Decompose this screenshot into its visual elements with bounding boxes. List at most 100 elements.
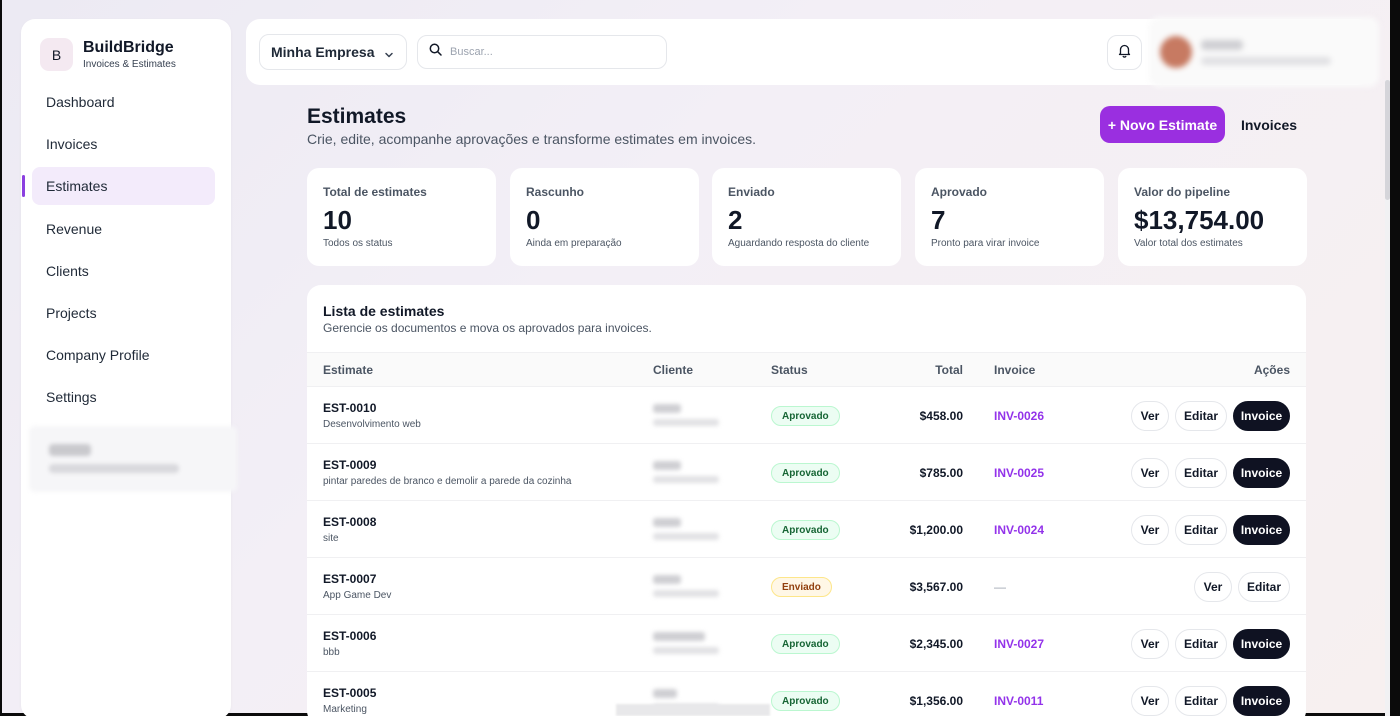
estimate-description: bbb (323, 647, 340, 658)
view-button[interactable]: Ver (1131, 401, 1169, 431)
table-row[interactable]: EST-0006 bbb Aprovado $2,345.00 INV-0027 Ver E… (307, 615, 1306, 672)
invoices-button[interactable]: Invoices (1232, 106, 1306, 143)
scrollbar-thumb[interactable] (1385, 80, 1390, 200)
stat-label: Aprovado (931, 185, 988, 199)
client-name-redacted (653, 402, 725, 432)
stat-value: $13,754.00 (1134, 205, 1265, 235)
stat-hint: Valor total dos estimates (1134, 238, 1243, 249)
stat-hint: Pronto para virar invoice (931, 238, 1040, 249)
client-name-redacted (653, 459, 725, 489)
sidebar-nav: Dashboard Invoices Estimates Revenue Clients… (22, 83, 215, 421)
search-input[interactable] (450, 46, 650, 58)
status-badge: Aprovado (771, 406, 840, 426)
estimate-number[interactable]: EST-0010 (323, 401, 377, 415)
estimate-number[interactable]: EST-0005 (323, 686, 377, 700)
stat-value: 0 (526, 205, 541, 235)
table-row[interactable]: EST-0005 Marketing Aprovado $1,356.00 INV-00… (307, 672, 1306, 716)
notifications-button[interactable] (1107, 35, 1142, 70)
row-actions: Ver Editar Invoice (1131, 401, 1290, 431)
invoice-link[interactable]: INV-0027 (994, 637, 1045, 651)
invoice-link[interactable]: INV-0011 (994, 694, 1044, 708)
sidebar-user-card-redacted (29, 426, 237, 492)
invoice-link[interactable]: INV-0025 (994, 466, 1045, 480)
sidebar-item-label: Revenue (46, 220, 103, 237)
stat-label: Total de estimates (323, 185, 427, 199)
edit-button[interactable]: Editar (1175, 515, 1227, 545)
stat-hint: Aguardando resposta do cliente (728, 238, 870, 249)
stat-card: Enviado 2 Aguardando resposta do cliente (712, 168, 901, 266)
client-name-redacted (653, 573, 725, 603)
search-box[interactable] (417, 35, 667, 69)
row-actions: Ver Editar (1194, 572, 1290, 602)
row-actions: Ver Editar Invoice (1131, 458, 1290, 488)
sidebar-item-clients[interactable]: Clients (32, 252, 215, 290)
create-invoice-button[interactable]: Invoice (1233, 401, 1290, 431)
estimate-number[interactable]: EST-0006 (323, 629, 377, 643)
user-profile-redacted[interactable] (1149, 17, 1379, 87)
create-invoice-button[interactable]: Invoice (1233, 458, 1290, 488)
table-row[interactable]: EST-0007 App Game Dev Enviado $3,567.00 — Ver… (307, 558, 1306, 615)
status-badge: Aprovado (771, 520, 840, 540)
stat-hint: Ainda em preparação (526, 238, 622, 249)
status-badge: Enviado (771, 577, 832, 597)
sidebar-item-dashboard[interactable]: Dashboard (32, 83, 215, 121)
estimate-description: App Game Dev (323, 590, 392, 601)
header-actions: Ações (1253, 363, 1290, 377)
view-button[interactable]: Ver (1131, 515, 1169, 545)
table-subtitle: Gerencie os documentos e mova os aprovad… (323, 321, 652, 335)
view-button[interactable]: Ver (1194, 572, 1232, 602)
chevron-down-icon (384, 47, 394, 63)
create-invoice-button[interactable]: Invoice (1233, 686, 1290, 716)
sidebar-item-label: Invoices (46, 136, 98, 153)
company-select[interactable]: Minha Empresa (259, 34, 407, 70)
estimate-number[interactable]: EST-0009 (323, 458, 377, 472)
estimate-number[interactable]: EST-0007 (323, 572, 377, 586)
estimate-description: Marketing (323, 704, 367, 715)
table-row[interactable]: EST-0009 pintar paredes de branco e demol… (307, 444, 1306, 501)
table-row[interactable]: EST-0008 site Aprovado $1,200.00 INV-0024 Ver… (307, 501, 1306, 558)
sidebar-item-settings[interactable]: Settings (32, 378, 215, 416)
stats-row: Total de estimates 10 Todos os status Rascu… (307, 168, 1307, 266)
page-subtitle: Crie, edite, acompanhe aprovações e tran… (307, 131, 756, 147)
sidebar-item-label: Clients (46, 262, 89, 279)
stat-card: Valor do pipeline $13,754.00 Valor total d… (1118, 168, 1307, 266)
brand-subtitle: Invoices & Estimates (83, 59, 176, 70)
sidebar-item-projects[interactable]: Projects (32, 294, 215, 332)
edit-button[interactable]: Editar (1175, 629, 1227, 659)
header-status: Status (771, 363, 808, 377)
brand-name: BuildBridge (83, 39, 174, 56)
edit-button[interactable]: Editar (1175, 686, 1227, 716)
stat-value: 10 (323, 205, 352, 235)
sidebar-item-revenue[interactable]: Revenue (32, 210, 215, 248)
estimate-description: site (323, 533, 339, 544)
company-select-value: Minha Empresa (271, 44, 375, 60)
table-row[interactable]: EST-0010 Desenvolvimento web Aprovado $458.… (307, 387, 1306, 444)
view-button[interactable]: Ver (1131, 629, 1169, 659)
client-name-redacted (653, 630, 725, 660)
estimate-total: $3,567.00 (909, 580, 963, 594)
new-estimate-button[interactable]: + Novo Estimate (1100, 106, 1225, 143)
page-scrollbar[interactable] (1385, 80, 1390, 716)
invoice-link[interactable]: INV-0026 (994, 409, 1045, 423)
stat-hint: Todos os status (323, 238, 393, 249)
search-icon (429, 43, 442, 61)
edit-button[interactable]: Editar (1175, 458, 1227, 488)
create-invoice-button[interactable]: Invoice (1233, 629, 1290, 659)
edit-button[interactable]: Editar (1238, 572, 1290, 602)
edit-button[interactable]: Editar (1175, 401, 1227, 431)
estimate-number[interactable]: EST-0008 (323, 515, 377, 529)
invoice-link[interactable]: INV-0024 (994, 523, 1045, 537)
sidebar-item-estimates[interactable]: Estimates (22, 167, 215, 206)
sidebar-item-invoices[interactable]: Invoices (32, 125, 215, 163)
window-frame-left (0, 0, 2, 716)
create-invoice-button[interactable]: Invoice (1233, 515, 1290, 545)
client-name-redacted (653, 516, 725, 546)
sidebar-item-company-profile[interactable]: Company Profile (32, 336, 215, 374)
view-button[interactable]: Ver (1131, 686, 1169, 716)
brand[interactable]: B BuildBridge Invoices & Estimates (40, 38, 176, 71)
status-badge: Aprovado (771, 634, 840, 654)
window-frame-right (1390, 0, 1400, 716)
stat-value: 2 (728, 205, 743, 235)
view-button[interactable]: Ver (1131, 458, 1169, 488)
estimates-table-card: Lista de estimates Gerencie os documento… (307, 285, 1306, 716)
